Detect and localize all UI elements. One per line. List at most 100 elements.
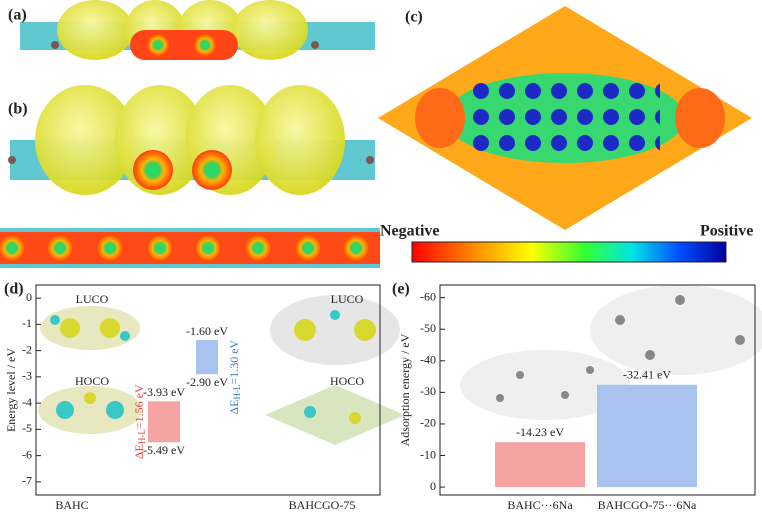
y-tick-label: -4 xyxy=(22,395,32,409)
panel-a-image-part xyxy=(146,33,170,57)
adsorption-structures xyxy=(460,285,762,420)
orbital-images-part xyxy=(56,401,74,419)
orbital-label: HOCO xyxy=(330,374,364,388)
panel-label: (d) xyxy=(4,281,24,298)
orbital-images-part xyxy=(354,319,376,341)
gap-text: =1.30 eV xyxy=(227,339,241,384)
panel-label: (e) xyxy=(392,281,410,298)
y-tick-label: -6 xyxy=(22,447,32,461)
orbital-label: LUCO xyxy=(331,292,364,306)
adsorption-structures-part xyxy=(561,391,569,399)
panel-label: (c) xyxy=(405,9,423,26)
adsorption-structures-part xyxy=(590,285,762,375)
panel-c-map-part xyxy=(470,80,660,156)
value-label: -14.23 eV xyxy=(516,425,564,439)
adsorption-structures-part xyxy=(645,350,655,360)
adsorption-structures-part xyxy=(675,295,685,305)
orbital-images-part xyxy=(304,406,316,418)
slab-image-part xyxy=(146,234,174,262)
panel-b-image-part xyxy=(255,85,345,195)
orbital-images-part xyxy=(60,318,80,338)
y-tick-label: -20 xyxy=(420,416,436,430)
orbital-images-part xyxy=(106,401,124,419)
panel-a-image xyxy=(20,0,375,60)
value-label: -3.93 eV xyxy=(143,385,185,399)
panel-b-image-part xyxy=(366,156,374,164)
plot-frame xyxy=(439,284,756,496)
orbital-images-part xyxy=(84,392,96,404)
y-tick-label: -10 xyxy=(420,447,436,461)
orbital-label: HOCO xyxy=(75,374,109,388)
orbital-images-part xyxy=(330,310,340,320)
orbital-images-part xyxy=(349,412,361,424)
y-tick-label: -50 xyxy=(420,321,436,335)
panel-a-image-part xyxy=(311,41,319,49)
gap-label: ΔEH-L=1.56 eV xyxy=(132,384,147,459)
slab-image-part xyxy=(46,234,74,262)
gap-symbol: ΔE xyxy=(132,444,146,459)
gap-symbol: ΔE xyxy=(227,400,241,415)
slab-image-part xyxy=(194,234,222,262)
orbital-images-part xyxy=(38,386,142,434)
panel-b-image-part xyxy=(133,150,173,190)
slab-image-part xyxy=(244,234,272,262)
gap-subscript: H-L xyxy=(232,385,242,400)
orbital-images-part xyxy=(270,295,400,365)
panel-c-map xyxy=(378,6,752,230)
y-tick-label: -60 xyxy=(420,289,436,303)
y-tick-label: -2 xyxy=(22,342,32,356)
colorbar-min-label: Negative xyxy=(380,223,440,240)
slab-image-part xyxy=(342,234,370,262)
y-tick-label: -3 xyxy=(22,369,32,383)
panel-c-map-part xyxy=(415,88,465,148)
y-tick-label: 0 xyxy=(430,479,436,493)
orbital-label: LUCO xyxy=(76,292,109,306)
plot-frame xyxy=(35,284,381,496)
y-axis-label: Energy level / eV xyxy=(4,348,18,432)
orbital-images-part xyxy=(40,306,140,350)
category-label: BAHCGO-75···6Na xyxy=(598,498,697,512)
orbital-images-part xyxy=(120,331,130,341)
colorbar-max-label: Positive xyxy=(700,223,753,240)
category-label: BAHC xyxy=(55,498,88,512)
slab-image-part xyxy=(96,234,124,262)
adsorption-structures-part xyxy=(615,315,625,325)
y-tick-label: -1 xyxy=(22,316,32,330)
energy-bar xyxy=(148,401,180,443)
adsorption-structures-part xyxy=(516,371,524,379)
gap-subscript: H-L xyxy=(137,429,147,444)
adsorption-structures-part xyxy=(586,366,594,374)
y-tick-label: -5 xyxy=(22,421,32,435)
y-tick-label: 0 xyxy=(26,290,32,304)
panel-a-image-part xyxy=(57,0,133,60)
orbital-images xyxy=(38,295,405,445)
panel-c-map-part xyxy=(675,88,725,148)
gap-label: ΔEH-L=1.30 eV xyxy=(227,339,242,414)
category-label: BAHCGO-75 xyxy=(289,498,356,512)
y-tick-label: -30 xyxy=(420,384,436,398)
y-tick-label: -40 xyxy=(420,353,436,367)
value-label: -1.60 eV xyxy=(186,324,228,338)
orbital-images-part xyxy=(265,385,405,445)
panel-a-image-part xyxy=(232,0,308,60)
energy-bar xyxy=(196,340,218,375)
panel-b-image xyxy=(8,85,375,195)
orbital-images-part xyxy=(294,319,316,341)
bar xyxy=(495,442,585,488)
panel-b-image-part xyxy=(192,150,232,190)
slab-image xyxy=(0,228,380,268)
panel-a-image-part xyxy=(51,41,59,49)
panel-a-image-part xyxy=(193,33,217,57)
panel-label: (b) xyxy=(8,101,28,118)
y-axis-label: Adsorption energy / eV xyxy=(398,333,412,446)
panel-b-image-part xyxy=(8,156,16,164)
slab-image-part xyxy=(294,234,322,262)
category-label: BAHC···6Na xyxy=(507,498,573,512)
adsorption-structures-part xyxy=(735,335,745,345)
bar xyxy=(597,384,697,488)
panel-label: (a) xyxy=(8,7,27,24)
slab-image-part xyxy=(0,234,26,262)
value-label: -32.41 eV xyxy=(623,368,671,382)
colorbar xyxy=(411,241,727,263)
